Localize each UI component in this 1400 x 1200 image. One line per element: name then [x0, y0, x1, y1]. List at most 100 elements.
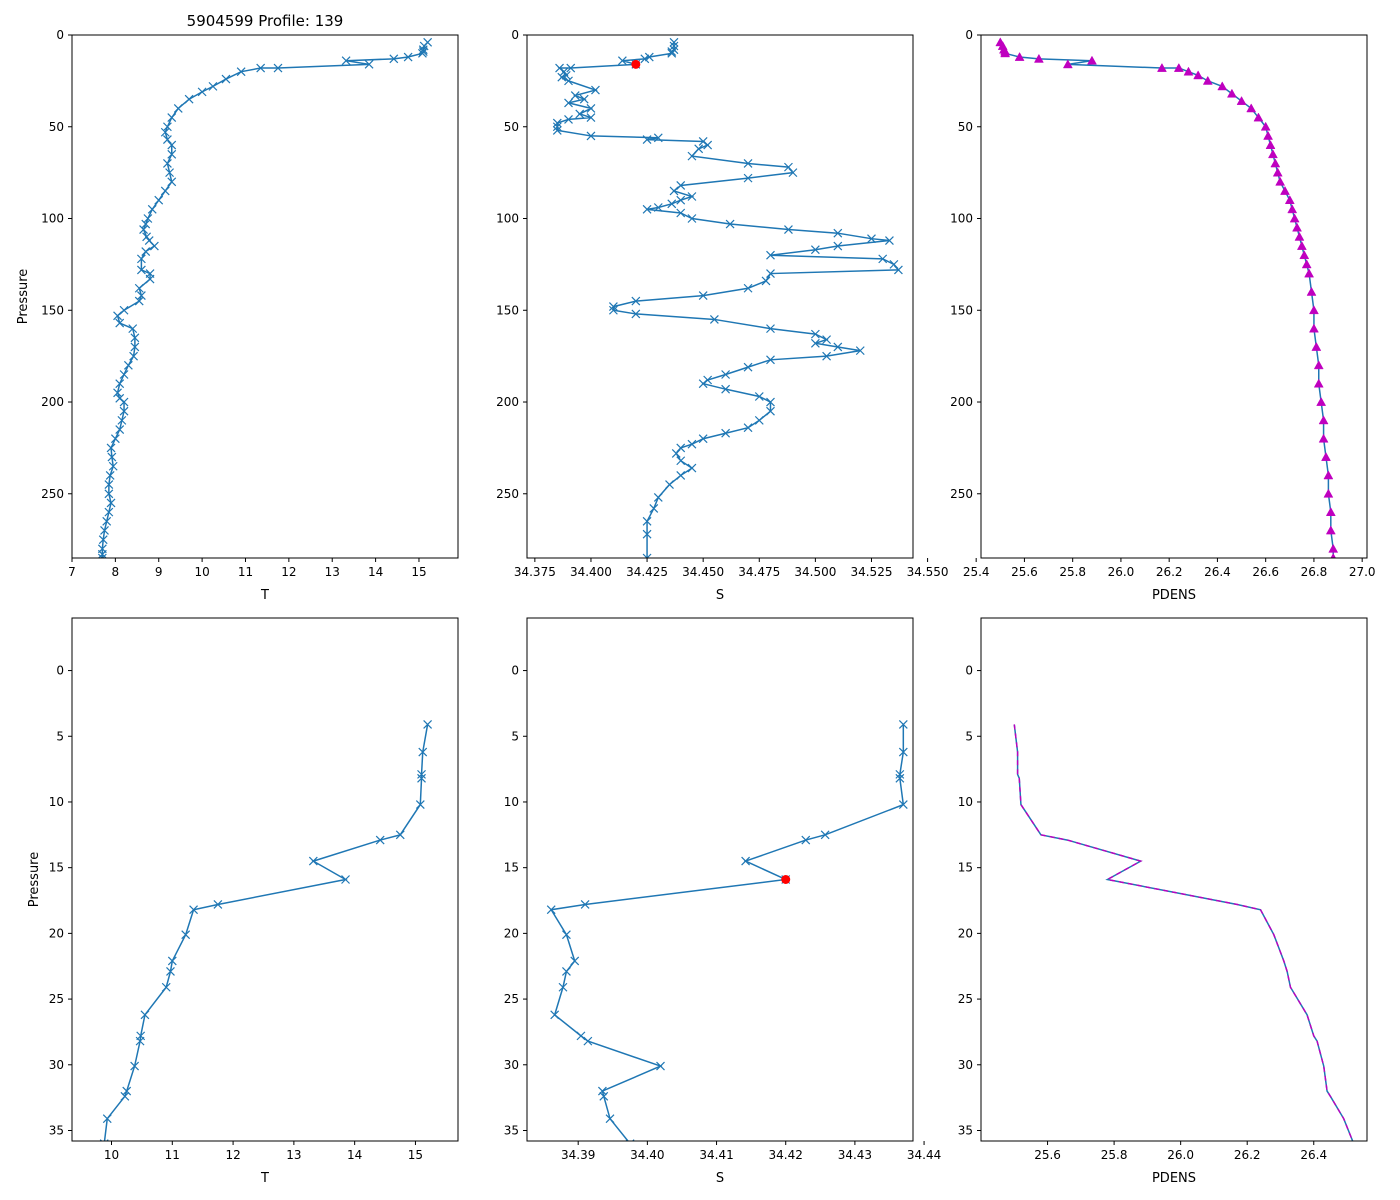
- data-point: [107, 452, 117, 462]
- y-tick-label: 200: [496, 395, 519, 409]
- x-tick-label: 34.43: [838, 1148, 872, 1162]
- data-point: [599, 1091, 609, 1101]
- data-point: [115, 379, 125, 389]
- x-tick-label: 9: [155, 565, 163, 579]
- data-point: [822, 351, 832, 361]
- data-point: [743, 173, 753, 183]
- data-point: [1202, 75, 1213, 85]
- x-tick-label: 7: [68, 565, 76, 579]
- data-point: [1284, 195, 1295, 205]
- data-point: [1246, 103, 1257, 113]
- x-tick-label: 26.4: [1300, 1148, 1327, 1162]
- data-point: [721, 370, 731, 379]
- data-point: [687, 439, 697, 449]
- x-tick-label: 25.8: [1101, 1148, 1128, 1162]
- data-point: [113, 311, 122, 321]
- x-tick-label: 13: [286, 1148, 301, 1162]
- data-point: [721, 428, 731, 438]
- data-point: [100, 526, 109, 535]
- data-point: [122, 1086, 132, 1096]
- data-point: [418, 47, 428, 56]
- x-tick-label: 26.4: [1204, 565, 1231, 579]
- data-point: [119, 406, 129, 416]
- data-point: [1325, 507, 1336, 516]
- x-tick-label: 34.500: [794, 565, 836, 579]
- x-tick-label: 26.8: [1301, 565, 1328, 579]
- y-tick-label: 50: [958, 120, 973, 134]
- y-tick-label: 10: [49, 795, 64, 809]
- x-tick-label: 10: [194, 565, 209, 579]
- data-point: [1325, 525, 1336, 535]
- axes-frame: [71, 617, 459, 1142]
- data-point: [113, 388, 122, 398]
- data-point: [743, 159, 753, 168]
- data-point: [586, 131, 596, 141]
- axes-frame: [526, 617, 914, 1142]
- data-point: [417, 773, 426, 783]
- data-point: [1296, 241, 1307, 250]
- data-point: [106, 498, 116, 508]
- data-point: [1309, 305, 1319, 315]
- data-point: [403, 52, 413, 62]
- data-point: [364, 59, 374, 69]
- data-point: [1309, 323, 1319, 333]
- data-point: [167, 140, 177, 150]
- data-point: [820, 830, 830, 840]
- data-point: [653, 493, 663, 502]
- data-point: [591, 85, 600, 95]
- x-tick-label: 12: [281, 565, 296, 579]
- y-tick-label: 250: [41, 487, 64, 501]
- data-point: [640, 54, 650, 64]
- data-point: [631, 309, 641, 319]
- data-point: [898, 747, 908, 757]
- data-point: [1226, 88, 1237, 98]
- data-point: [810, 329, 820, 339]
- data-point: [160, 186, 170, 196]
- x-tick-label: 34.44: [907, 1148, 941, 1162]
- flagged-point: [781, 875, 791, 884]
- data-point: [418, 747, 428, 757]
- data-point: [667, 47, 677, 56]
- data-point: [766, 269, 775, 278]
- x-tick-label: 34.475: [738, 565, 780, 579]
- y-tick-label: 30: [958, 1058, 973, 1072]
- x-tick-label: 34.550: [907, 565, 949, 579]
- x-tick-label: 34.400: [570, 565, 612, 579]
- y-tick-label: 25: [958, 992, 973, 1006]
- data-point: [676, 456, 686, 466]
- data-point: [743, 423, 753, 433]
- data-point: [878, 254, 888, 264]
- data-point: [119, 305, 129, 315]
- data-point: [653, 203, 663, 212]
- data-point: [162, 159, 172, 168]
- axes-frame: [526, 34, 914, 559]
- data-point: [562, 967, 571, 976]
- y-tick-label: 250: [496, 487, 519, 501]
- data-point: [1304, 268, 1315, 278]
- data-point: [102, 516, 112, 526]
- data-point: [135, 1036, 145, 1046]
- y-tick-label: 100: [950, 212, 973, 226]
- series-line: [101, 41, 429, 558]
- data-point: [665, 480, 674, 490]
- x-tick-label: 12: [225, 1148, 240, 1162]
- data-point: [141, 247, 151, 256]
- data-point: [579, 94, 589, 104]
- data-point: [608, 305, 618, 315]
- data-point: [667, 48, 677, 58]
- data-point: [833, 342, 843, 352]
- data-point: [784, 225, 793, 234]
- data-point: [1217, 81, 1228, 91]
- data-point: [417, 769, 426, 779]
- x-tick-label: 27.0: [1349, 565, 1376, 579]
- data-point: [167, 956, 177, 966]
- data-point: [642, 135, 652, 145]
- data-point: [104, 480, 114, 490]
- data-point: [1313, 360, 1324, 370]
- x-axis-label: PDENS: [1152, 1171, 1196, 1186]
- data-point: [105, 470, 115, 480]
- data-point: [1183, 66, 1194, 76]
- data-point: [557, 72, 567, 82]
